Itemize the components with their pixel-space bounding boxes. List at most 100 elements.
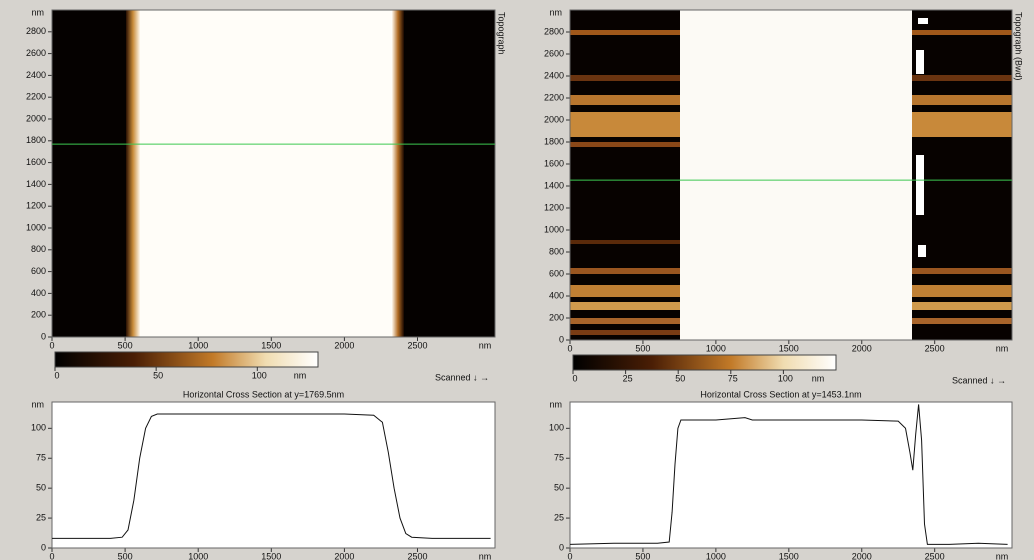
y-tick-label: 2800 (544, 26, 564, 36)
colorbar (54, 351, 319, 368)
y-tick-label: 1000 (544, 224, 564, 234)
y-tick-label: 600 (31, 266, 46, 276)
x-tick-label: 1500 (261, 551, 281, 560)
x-tick-label: 1000 (706, 551, 726, 560)
y-tick-label: 50 (36, 483, 46, 493)
y-tick-label: 0 (41, 331, 46, 341)
x-tick-label: 1500 (779, 343, 799, 353)
y-tick-label: 600 (549, 268, 564, 278)
y-tick-label: 800 (31, 244, 46, 254)
x-tick-label: 2000 (852, 551, 872, 560)
y-tick-label: 0 (559, 542, 564, 552)
x-tick-label: 1500 (261, 340, 281, 350)
plot-frame (51, 401, 496, 549)
x-tick-label: 2500 (925, 551, 945, 560)
colorbar-unit: nm (812, 373, 825, 383)
x-tick-label: 500 (118, 551, 133, 560)
y-tick-label: 2400 (26, 70, 46, 80)
x-tick-label: 500 (118, 340, 133, 350)
section-title: Horizontal Cross Section at y=1769.5nm (183, 389, 344, 399)
y-tick-label: 100 (549, 423, 564, 433)
y-tick-label: 0 (41, 542, 46, 552)
x-tick-label: 0 (49, 340, 54, 350)
y-unit: nm (31, 399, 44, 409)
y-tick-label: 1400 (544, 180, 564, 190)
x-tick-label: 1000 (188, 340, 208, 350)
y-tick-label: 25 (554, 512, 564, 522)
y-tick-label: 2200 (26, 92, 46, 102)
section-title: Horizontal Cross Section at y=1453.1nm (700, 389, 861, 399)
y-tick-label: 1600 (544, 158, 564, 168)
y-tick-label: 75 (36, 453, 46, 463)
colorbar-tick-label: 100 (778, 373, 793, 383)
x-tick-label: 0 (49, 551, 54, 560)
colorbar-tick-label: 100 (252, 370, 267, 380)
y-tick-label: 2000 (26, 113, 46, 123)
y-tick-label: 2400 (544, 70, 564, 80)
colorbar-tick-label: 25 (623, 373, 633, 383)
x-tick-label: 2500 (407, 340, 427, 350)
x-tick-label: 2000 (852, 343, 872, 353)
y-tick-label: 200 (31, 310, 46, 320)
y-tick-label: 400 (549, 290, 564, 300)
side-label: Topograph (Bwd) (1014, 12, 1024, 81)
profile-plot-right (570, 402, 1012, 548)
x-tick-label: 2000 (334, 551, 354, 560)
x-tick-label: 2500 (925, 343, 945, 353)
afm-image-right (570, 10, 1012, 340)
x-tick-label: 1500 (779, 551, 799, 560)
y-tick-label: 1400 (26, 179, 46, 189)
y-tick-label: 1200 (26, 201, 46, 211)
y-tick-label: 1200 (544, 202, 564, 212)
colorbar-tick-label: 0 (572, 373, 577, 383)
x-tick-label: 2500 (407, 551, 427, 560)
x-unit: nm (479, 340, 492, 350)
y-tick-label: 1800 (544, 136, 564, 146)
y-tick-label: 100 (31, 423, 46, 433)
y-tick-label: 2600 (544, 48, 564, 58)
y-tick-label: 50 (554, 483, 564, 493)
afm-image-left (52, 10, 495, 337)
scan-label: Scanned ↓ → (952, 375, 1006, 385)
colorbar-tick-label: 0 (54, 370, 59, 380)
plot-frame (569, 401, 1013, 549)
y-tick-label: 75 (554, 453, 564, 463)
colorbar (572, 354, 837, 371)
colorbar-tick-label: 50 (153, 370, 163, 380)
x-tick-label: 500 (635, 551, 650, 560)
profile-line (569, 404, 1008, 545)
profile-line (52, 413, 491, 539)
x-tick-label: 0 (567, 343, 572, 353)
colorbar-unit: nm (294, 370, 307, 380)
plot-frame (569, 9, 1013, 341)
x-tick-label: 2000 (334, 340, 354, 350)
y-unit: nm (549, 399, 562, 409)
y-tick-label: 400 (31, 288, 46, 298)
x-tick-label: 1000 (706, 343, 726, 353)
y-tick-label: 0 (559, 334, 564, 344)
x-unit: nm (996, 343, 1009, 353)
y-tick-label: 2600 (26, 48, 46, 58)
y-tick-label: 1000 (26, 222, 46, 232)
y-tick-label: 2800 (26, 26, 46, 36)
x-tick-label: 1000 (188, 551, 208, 560)
y-tick-label: 800 (549, 246, 564, 256)
x-tick-label: 500 (635, 343, 650, 353)
y-unit: nm (549, 7, 562, 17)
plot-frame (51, 9, 496, 338)
y-tick-label: 2200 (544, 92, 564, 102)
y-tick-label: 1600 (26, 157, 46, 167)
x-tick-label: 0 (567, 551, 572, 560)
colorbar-tick-label: 50 (675, 373, 685, 383)
profile-plot-left (52, 402, 495, 548)
y-tick-label: 1800 (26, 135, 46, 145)
y-tick-label: 25 (36, 512, 46, 522)
scan-label: Scanned ↓ → (435, 372, 489, 382)
x-unit: nm (996, 551, 1009, 560)
y-tick-label: 200 (549, 312, 564, 322)
y-tick-label: 2000 (544, 114, 564, 124)
colorbar-tick-label: 75 (728, 373, 738, 383)
y-unit: nm (31, 7, 44, 17)
side-label: Topograph (497, 12, 507, 55)
